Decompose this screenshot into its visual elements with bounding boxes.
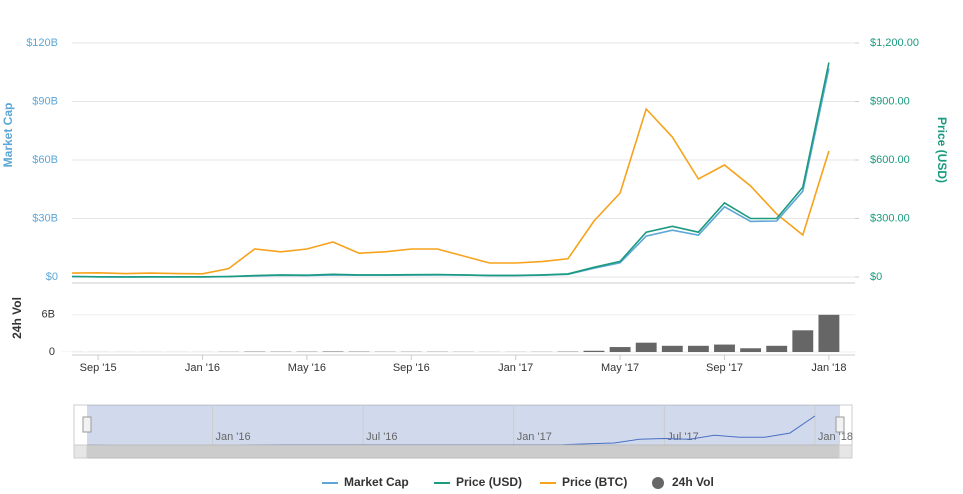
y2-tick-label: $0: [870, 271, 882, 283]
line-series: [71, 62, 830, 278]
y-tick-label: $60B: [32, 154, 58, 166]
y-tick-label: $120B: [26, 37, 58, 49]
y2-tick-label: $600.00: [870, 154, 910, 166]
volume-bar: [714, 344, 735, 352]
scrollbar-right[interactable]: [838, 444, 853, 459]
x-tick-label: May '17: [601, 362, 639, 374]
volume-bar: [818, 314, 840, 352]
legend-swatch: [652, 477, 664, 489]
volume-bar: [609, 347, 631, 352]
volume-bar: [583, 350, 605, 352]
y-tick-label: $90B: [32, 95, 58, 107]
x-tick-label: Sep '17: [706, 362, 743, 374]
navigator-tick-label: Jan '17: [517, 431, 552, 443]
x-tick-label: Sep '15: [80, 362, 117, 374]
x-tick-label: Jan '18: [811, 362, 846, 374]
volume-bar: [792, 330, 814, 352]
y2-axis-title: Price (USD): [935, 117, 949, 183]
volume-bar: [687, 345, 709, 352]
y-tick-label: 6B: [42, 309, 55, 321]
volume-bar: [740, 348, 762, 352]
navigator-handle[interactable]: [82, 416, 92, 433]
volume-bar: [766, 345, 788, 352]
volume-axis-title: 24h Vol: [10, 297, 24, 339]
navigator-tick-label: Jan '16: [216, 431, 251, 443]
navigator-selection[interactable]: [87, 405, 840, 445]
navigator-tick-label: Jan '18: [818, 431, 853, 443]
legend-label[interactable]: Price (BTC): [562, 475, 627, 489]
scrollbar-thumb[interactable]: [86, 444, 841, 459]
legend-label[interactable]: 24h Vol: [672, 475, 714, 489]
y-tick-label: 0: [49, 346, 55, 358]
y-axis-title: Market Cap: [1, 103, 15, 168]
navigator-tick-label: Jul '16: [366, 431, 397, 443]
y2-tick-label: $900.00: [870, 95, 910, 107]
y2-tick-label: $300.00: [870, 212, 910, 224]
navigator-handle[interactable]: [835, 416, 845, 433]
scrollbar-left[interactable]: [73, 444, 88, 459]
line-series: [71, 107, 830, 275]
y2-tick-label: $1,200.00: [870, 37, 919, 49]
navigator-bg: [73, 404, 853, 446]
y-tick-label: $30B: [32, 212, 58, 224]
x-tick-label: Jan '16: [185, 362, 220, 374]
x-tick-label: Jan '17: [498, 362, 533, 374]
legend-label[interactable]: Market Cap: [344, 475, 409, 489]
x-tick-label: Sep '16: [393, 362, 430, 374]
y-tick-label: $0: [46, 271, 58, 283]
volume-bar: [635, 342, 657, 352]
legend-label[interactable]: Price (USD): [456, 475, 522, 489]
volume-bar: [661, 345, 683, 352]
navigator-tick-label: Jul '17: [667, 431, 698, 443]
x-tick-label: May '16: [288, 362, 326, 374]
line-series: [71, 68, 830, 278]
